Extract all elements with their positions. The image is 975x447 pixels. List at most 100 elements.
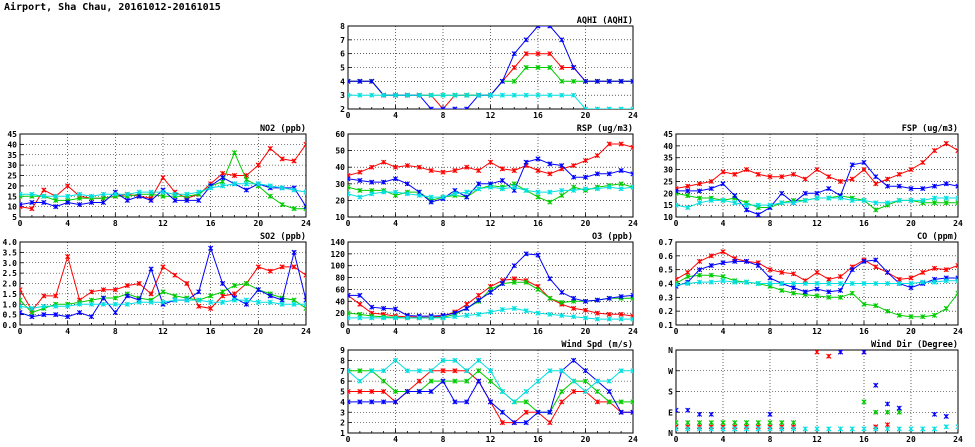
data-point (767, 280, 773, 287)
x-tick-label: 24 (628, 219, 638, 228)
data-point (732, 258, 738, 264)
y-tick-label: 10 (7, 203, 17, 212)
data-point (148, 266, 154, 272)
data-point (559, 368, 565, 374)
data-point (535, 92, 541, 98)
y-tick-label: 3 (340, 408, 345, 417)
data-point (404, 181, 410, 187)
data-point (464, 106, 470, 109)
data-point (428, 106, 434, 109)
data-point (547, 199, 553, 205)
data-point (357, 169, 363, 175)
data-point (440, 315, 446, 321)
data-point (884, 401, 891, 407)
data-point (219, 179, 226, 185)
data-point (696, 200, 703, 206)
data-point (755, 171, 761, 177)
data-point (606, 388, 612, 395)
data-point (369, 368, 375, 374)
data-point (908, 314, 914, 320)
data-point (849, 197, 855, 203)
chart-wdir: 0 4 8 12 16 20 24 N E S W N Wind Dir (Degree) (668, 339, 963, 444)
x-tick-label: 0 (346, 435, 351, 444)
data-point (476, 311, 482, 317)
data-point (29, 199, 35, 206)
data-point (369, 315, 375, 321)
data-point (369, 78, 375, 84)
data-point (708, 178, 714, 185)
data-point (348, 315, 351, 321)
data-point (767, 202, 773, 208)
data-point (348, 184, 351, 190)
data-point (547, 409, 553, 415)
data-point (112, 301, 118, 307)
y-tick-label: 35 (663, 154, 673, 163)
data-point (369, 388, 375, 395)
series-group (676, 140, 958, 217)
data-point (618, 293, 624, 300)
page-title: Airport, Sha Chau, 20161012-20161015 (4, 2, 221, 13)
data-point (369, 164, 375, 170)
data-point (452, 106, 458, 109)
x-tick-label: 4 (393, 111, 398, 120)
data-point (428, 194, 434, 200)
x-tick-label: 8 (441, 435, 446, 444)
data-point (873, 181, 879, 187)
data-point (476, 186, 482, 192)
data-point (535, 189, 541, 195)
y-tick-label: 60 (335, 285, 345, 294)
data-point (896, 183, 902, 189)
data-point (802, 190, 808, 196)
data-point (452, 314, 458, 320)
data-point (884, 183, 891, 189)
y-tick-label: 6 (340, 377, 345, 386)
data-point (428, 378, 434, 384)
data-point (743, 202, 750, 208)
data-point (826, 276, 832, 282)
data-point (943, 267, 949, 273)
data-point (523, 37, 529, 43)
data-point (943, 305, 949, 311)
data-point (404, 315, 410, 321)
x-tick-label: 24 (628, 111, 638, 120)
data-point (931, 426, 938, 432)
chart-co: 0 4 8 12 16 20 24 0.1 0.2 0.3 0.4 0.5 0.6 0.7 CO (ppm) (659, 232, 963, 336)
data-point (511, 263, 517, 269)
x-tick-label: 24 (301, 219, 311, 228)
y-tick-label: 20 (7, 182, 17, 191)
y-tick-label: 25 (663, 177, 673, 186)
data-point (676, 424, 679, 430)
data-point (357, 292, 363, 298)
data-point (630, 316, 633, 322)
data-point (196, 197, 202, 203)
data-point (499, 166, 505, 172)
y-tick-label: 5 (12, 213, 17, 222)
data-point (849, 162, 855, 168)
chart-title: Wind Dir (Degree) (871, 339, 958, 350)
data-point (41, 303, 47, 309)
data-point (630, 409, 633, 415)
data-point (606, 311, 612, 317)
data-point (802, 426, 808, 432)
data-point (943, 200, 949, 206)
data-point (20, 309, 23, 316)
data-point (606, 184, 612, 190)
data-point (476, 181, 482, 187)
data-point (920, 185, 926, 192)
data-point (547, 368, 553, 374)
data-point (65, 253, 71, 260)
data-point (559, 37, 565, 43)
data-point (767, 174, 773, 180)
data-point (523, 409, 529, 415)
data-point (676, 426, 679, 432)
data-point (861, 258, 867, 264)
data-point (814, 190, 820, 196)
data-point (464, 305, 470, 311)
y-tick-label: 0.5 (3, 311, 18, 320)
data-point (547, 311, 553, 317)
y-tick-label: 20 (663, 189, 673, 198)
data-point (511, 184, 517, 190)
data-point (582, 186, 589, 192)
data-point (837, 426, 844, 432)
data-point (499, 388, 505, 395)
